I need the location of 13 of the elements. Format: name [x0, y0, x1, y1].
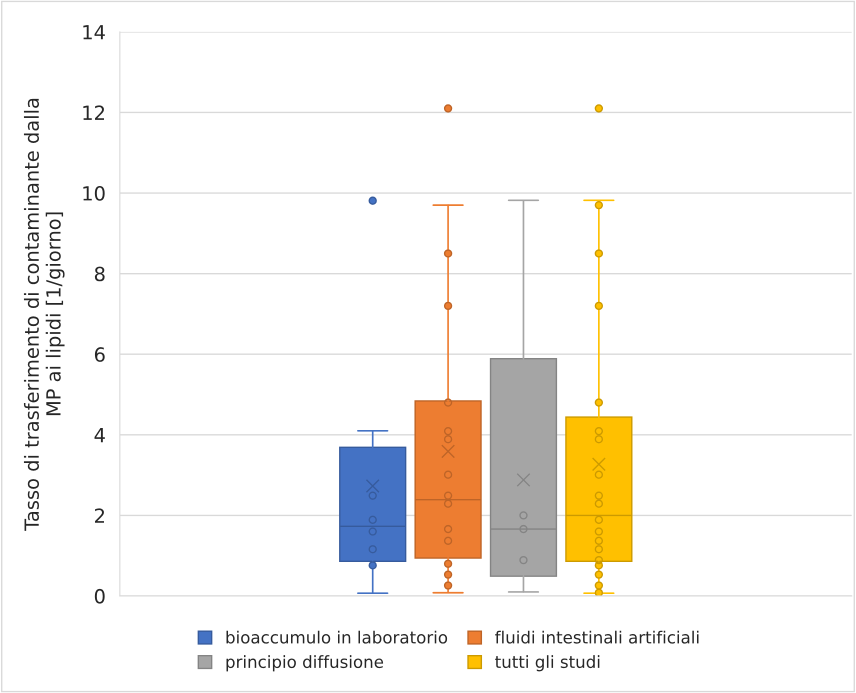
y-tick-label: 2: [95, 508, 104, 523]
y-tick-label: 0: [94, 588, 105, 604]
y-tick-label: 6: [94, 347, 105, 362]
legend-label: principio diffusione: [226, 655, 384, 672]
legend-label: fluidi intestinali artificiali: [495, 630, 698, 644]
y-tick-label: 12: [83, 105, 104, 120]
legend-label: bioaccumulo in laboratorio: [226, 630, 448, 644]
y-tick-label: 10: [83, 186, 105, 201]
y-tick-label: 14: [83, 25, 105, 40]
y-tick-label: 8: [94, 266, 105, 282]
y-axis-title: Tasso di trasferimento di contaminante dalla MP ai lipidi [1/giorno]: [24, 98, 65, 531]
legend-label: tutti gli studi: [495, 655, 600, 672]
y-tick-label: 4: [94, 428, 105, 442]
